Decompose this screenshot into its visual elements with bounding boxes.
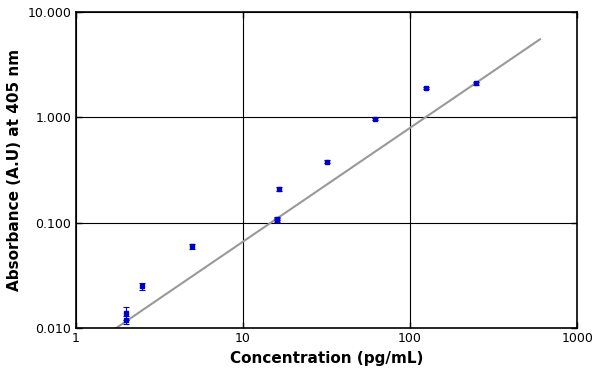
Y-axis label: Absorbance (A.U) at 405 nm: Absorbance (A.U) at 405 nm bbox=[7, 49, 22, 291]
X-axis label: Concentration (pg/mL): Concentration (pg/mL) bbox=[230, 351, 423, 366]
